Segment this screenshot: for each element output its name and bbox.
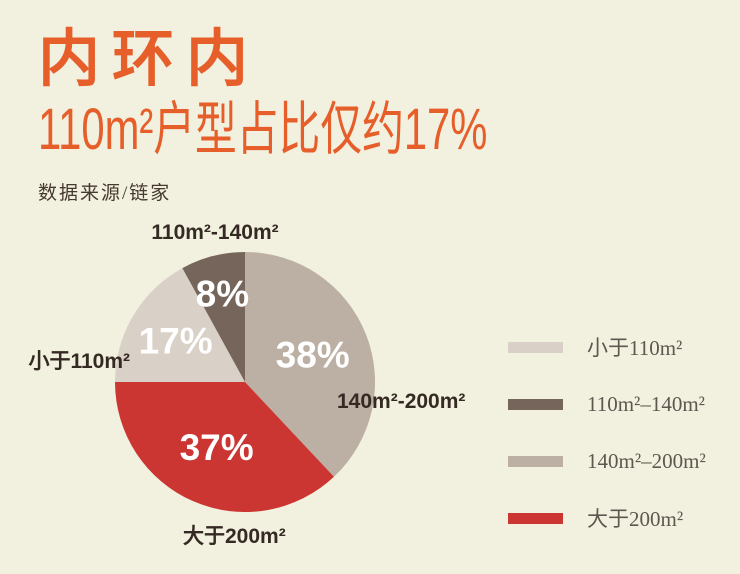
pie-slice-8pct <box>182 252 245 382</box>
slice-label-110-140: 110m²-140m² <box>151 221 279 244</box>
legend-swatch-140-200 <box>508 455 563 467</box>
legend-swatch-over-200 <box>508 512 563 524</box>
pie-slice-38pct <box>245 252 375 477</box>
legend-label: 小于110m² <box>587 336 683 360</box>
pie-percent-label: 37% <box>180 427 254 468</box>
legend-item-over-200: 大于200m² <box>508 507 706 531</box>
slice-label-140-200: 140m²-200m² <box>337 390 466 413</box>
legend-label: 140m²–200m² <box>587 448 706 473</box>
legend-label: 110m²–140m² <box>587 391 705 416</box>
pie-percent-label: 17% <box>139 321 213 362</box>
legend: 小于110m² 110m²–140m² 140m²–200m² 大于200m² <box>508 336 706 531</box>
pie-slice-37pct <box>115 382 334 512</box>
pie-percent-label: 38% <box>276 335 350 376</box>
legend-item-110-140: 110m²–140m² <box>508 391 706 416</box>
data-source-credit: 数据来源/链家 <box>38 183 172 204</box>
pie-chart: 38% 37% 17% 8% <box>115 252 375 512</box>
pie-slice-17pct <box>115 268 245 382</box>
page-title: 内环内 <box>38 25 261 94</box>
page-subtitle: 110m²户型占比仅约17% <box>38 97 488 162</box>
pie-percent-label: 8% <box>196 273 249 314</box>
slice-label-over-200: 大于200m² <box>183 525 286 548</box>
legend-item-140-200: 140m²–200m² <box>508 448 706 473</box>
slice-label-under-110: 小于110m² <box>28 350 130 373</box>
legend-swatch-110-140 <box>508 398 563 410</box>
legend-swatch-under-110 <box>508 341 563 353</box>
legend-item-under-110: 小于110m² <box>508 336 706 360</box>
legend-label: 大于200m² <box>587 507 684 531</box>
